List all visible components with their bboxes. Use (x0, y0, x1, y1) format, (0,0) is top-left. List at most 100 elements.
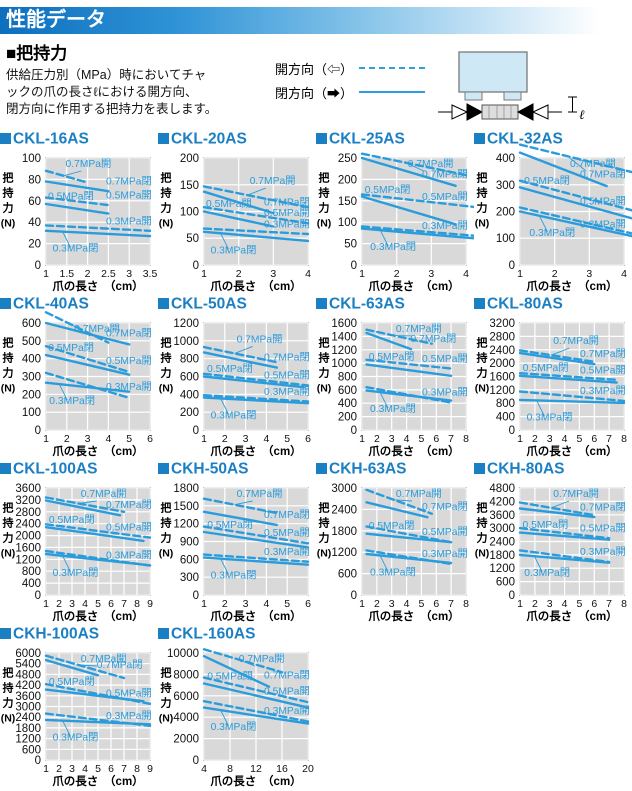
svg-text:(N): (N) (317, 218, 332, 230)
svg-text:(N): (N) (159, 713, 174, 725)
svg-text:9: 9 (147, 598, 153, 610)
svg-text:7: 7 (448, 598, 454, 610)
svg-text:0: 0 (351, 425, 357, 437)
svg-text:爪の長さ （cm）: 爪の長さ （cm） (368, 444, 459, 458)
svg-text:2000: 2000 (489, 358, 515, 370)
svg-text:4: 4 (201, 763, 207, 775)
svg-text:2400: 2400 (15, 519, 41, 531)
svg-text:40: 40 (28, 217, 41, 229)
svg-text:5: 5 (418, 433, 424, 445)
svg-text:3: 3 (389, 598, 395, 610)
svg-text:0.3MPa閉: 0.3MPa閉 (53, 567, 99, 579)
svg-text:3: 3 (389, 433, 395, 445)
svg-text:(N): (N) (159, 218, 174, 230)
svg-text:2: 2 (222, 433, 228, 445)
svg-text:1200: 1200 (331, 547, 357, 559)
svg-text:600: 600 (22, 318, 41, 330)
svg-text:0.5MPa開: 0.5MPa開 (580, 522, 626, 534)
svg-text:0.5MPa開: 0.5MPa開 (106, 190, 152, 202)
svg-text:0.5MPa閉: 0.5MPa閉 (365, 184, 411, 196)
svg-text:0.5MPa閉: 0.5MPa閉 (369, 351, 415, 363)
svg-text:0: 0 (35, 260, 41, 272)
svg-text:把: 把 (3, 666, 14, 680)
svg-text:300: 300 (496, 180, 515, 192)
svg-text:400: 400 (180, 389, 199, 401)
svg-text:8: 8 (621, 598, 627, 610)
svg-text:3: 3 (428, 268, 434, 280)
svg-text:300: 300 (180, 572, 199, 584)
svg-text:0.7MPa開: 0.7MPa開 (237, 488, 283, 500)
svg-text:0: 0 (509, 425, 515, 437)
svg-text:200: 200 (338, 174, 357, 186)
svg-text:50: 50 (186, 233, 199, 245)
svg-text:0: 0 (509, 590, 515, 602)
svg-text:2: 2 (56, 763, 62, 775)
svg-text:0.7MPa閉: 0.7MPa閉 (422, 501, 468, 513)
svg-text:400: 400 (22, 578, 41, 590)
svg-text:5: 5 (418, 598, 424, 610)
svg-text:4: 4 (263, 598, 269, 610)
svg-text:0.3MPa閉: 0.3MPa閉 (524, 567, 570, 579)
svg-text:2: 2 (374, 433, 380, 445)
svg-text:持: 持 (161, 186, 172, 200)
svg-text:0: 0 (351, 590, 357, 602)
svg-text:20: 20 (302, 763, 314, 775)
svg-text:5: 5 (126, 433, 132, 445)
svg-text:1200: 1200 (331, 345, 357, 357)
svg-text:7: 7 (606, 598, 612, 610)
svg-text:0: 0 (193, 260, 199, 272)
svg-text:5400: 5400 (15, 659, 41, 671)
svg-text:0.7MPa閉: 0.7MPa閉 (106, 328, 152, 340)
svg-text:0.7MPa閉: 0.7MPa閉 (264, 509, 310, 521)
svg-text:150: 150 (338, 196, 357, 208)
svg-text:0.3MPa開: 0.3MPa開 (264, 219, 310, 231)
svg-text:0.5MPa閉: 0.5MPa閉 (369, 520, 415, 532)
svg-text:900: 900 (180, 537, 199, 549)
svg-text:4: 4 (105, 433, 111, 445)
svg-text:(N): (N) (1, 383, 16, 395)
svg-text:0.7MPa開: 0.7MPa開 (239, 653, 285, 665)
svg-text:CKL-100AS: CKL-100AS (13, 461, 97, 478)
svg-text:20: 20 (28, 239, 41, 251)
svg-text:把: 把 (3, 171, 14, 185)
svg-text:0.3MPa閉: 0.3MPa閉 (211, 570, 257, 582)
svg-text:0.5MPa閉: 0.5MPa閉 (524, 175, 570, 187)
svg-text:5: 5 (95, 598, 101, 610)
svg-text:2400: 2400 (489, 345, 515, 357)
svg-text:1.5: 1.5 (59, 268, 74, 280)
svg-text:持: 持 (477, 351, 488, 365)
svg-text:5: 5 (576, 598, 582, 610)
svg-text:1: 1 (43, 433, 49, 445)
svg-text:1: 1 (43, 763, 49, 775)
svg-text:800: 800 (22, 566, 41, 578)
svg-text:2: 2 (532, 598, 538, 610)
svg-text:0.3MPa開: 0.3MPa開 (264, 386, 310, 398)
svg-text:0.3MPa開: 0.3MPa開 (422, 548, 468, 560)
svg-text:3: 3 (69, 763, 75, 775)
svg-text:2: 2 (394, 268, 400, 280)
svg-text:0.7MPa閉: 0.7MPa閉 (106, 499, 152, 511)
svg-text:6: 6 (591, 598, 597, 610)
svg-text:力: 力 (3, 696, 14, 710)
svg-text:爪の長さ （cm）: 爪の長さ （cm） (526, 444, 617, 458)
svg-text:2: 2 (64, 433, 70, 445)
svg-text:0.3MPa開: 0.3MPa開 (580, 218, 626, 230)
svg-text:持: 持 (161, 351, 172, 365)
svg-text:0.7MPa開: 0.7MPa開 (408, 158, 454, 170)
svg-text:爪の長さ （cm）: 爪の長さ （cm） (52, 609, 143, 623)
svg-text:0.3MPa閉: 0.3MPa閉 (527, 411, 573, 423)
svg-text:6000: 6000 (173, 691, 199, 703)
svg-text:(N): (N) (1, 218, 16, 230)
svg-text:60: 60 (28, 196, 41, 208)
svg-text:4: 4 (263, 433, 269, 445)
svg-text:2: 2 (56, 598, 62, 610)
svg-text:6: 6 (591, 433, 597, 445)
svg-text:3: 3 (126, 268, 132, 280)
svg-text:8: 8 (227, 763, 233, 775)
svg-text:0.7MPa閉: 0.7MPa閉 (264, 669, 310, 681)
svg-text:0.7MPa開: 0.7MPa開 (553, 488, 599, 500)
svg-text:4: 4 (562, 433, 568, 445)
svg-text:1800: 1800 (489, 550, 515, 562)
svg-text:CKL-160AS: CKL-160AS (171, 626, 255, 643)
svg-text:9: 9 (147, 763, 153, 775)
